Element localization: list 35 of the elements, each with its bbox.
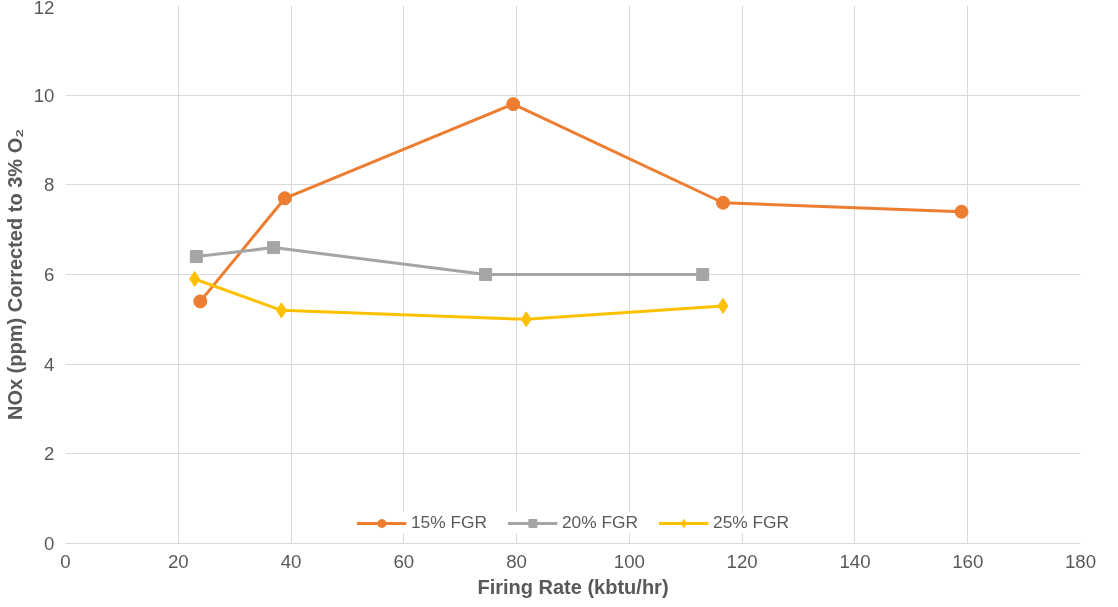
y-tick-label: 10 (33, 84, 55, 106)
point (520, 311, 532, 328)
y-axis-title: NOx (ppm) Corrected to 3% O₂ (3, 128, 26, 421)
point (696, 268, 710, 281)
point (506, 97, 521, 112)
y-tick-label: 12 (33, 0, 55, 18)
point (954, 204, 969, 219)
y-tick-label: 2 (44, 443, 55, 465)
point (267, 241, 281, 255)
y-tick-label: 0 (44, 533, 55, 554)
x-tick-label: 60 (393, 550, 415, 572)
x-tick-label: 0 (60, 550, 71, 572)
point (189, 250, 203, 264)
y-tick-label: 6 (44, 264, 55, 285)
legend-label: 15% FGR (410, 512, 487, 533)
y-tick-label: 8 (44, 174, 55, 196)
point (479, 268, 493, 281)
point (193, 294, 208, 309)
legend-label: 20% FGR (561, 512, 639, 533)
x-axis-title: Firing Rate (kbtu/hr) (477, 575, 669, 598)
x-tick-label: 160 (952, 550, 984, 572)
x-tick-label: 20 (167, 550, 189, 572)
legend-label: 25% FGR (713, 512, 790, 533)
point (717, 297, 729, 314)
point (715, 195, 730, 210)
point (275, 302, 287, 319)
x-tick-label: 100 (613, 550, 645, 572)
x-tick-label: 140 (839, 550, 871, 572)
point (189, 270, 201, 287)
x-tick-label: 40 (280, 550, 302, 572)
x-tick-label: 180 (1064, 550, 1097, 572)
x-tick-label: 120 (726, 550, 758, 572)
x-tick-label: 80 (506, 550, 527, 572)
y-tick-label: 4 (44, 353, 55, 375)
point (277, 191, 292, 206)
